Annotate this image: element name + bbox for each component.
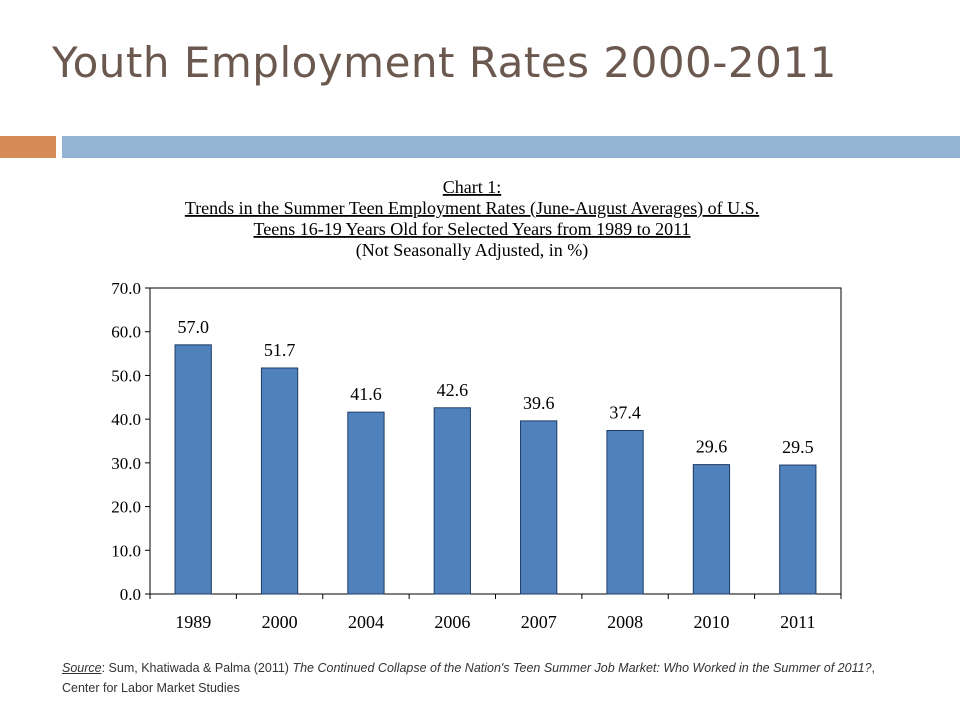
bar-value-label: 51.7: [264, 340, 296, 360]
bar-value-label: 29.5: [782, 437, 814, 457]
bar-2010: [692, 464, 731, 595]
bar-value-label: 37.4: [609, 403, 641, 423]
chart-title-line: (Not Seasonally Adjusted, in %): [356, 240, 588, 261]
source-work-title: The Continued Collapse of the Nation's T…: [292, 661, 872, 675]
chart-title-line: Trends in the Summer Teen Employment Rat…: [185, 198, 759, 219]
bar-2004: [347, 411, 385, 595]
x-tick-label: 2006: [434, 612, 470, 632]
source-authors: : Sum, Khatiwada & Palma (2011): [101, 661, 293, 675]
x-tick-label: 2011: [780, 612, 815, 632]
y-tick-label: 20.0: [111, 498, 141, 517]
y-tick-label: 0.0: [120, 585, 141, 604]
bar-2000: [260, 367, 299, 595]
bar-value-label: 39.6: [523, 393, 555, 413]
chart-title-line: Chart 1:: [443, 177, 502, 197]
title-accent-bar-orange: [0, 136, 56, 158]
slide-title: Youth Employment Rates 2000-2011: [52, 38, 837, 87]
y-tick-label: 10.0: [111, 541, 141, 560]
source-citation: Source: Sum, Khatiwada & Palma (2011) Th…: [62, 658, 902, 698]
x-tick-label: 2008: [607, 612, 643, 632]
bar-2008: [606, 430, 644, 595]
y-tick-label: 60.0: [111, 323, 141, 342]
bar-value-label: 42.6: [437, 380, 469, 400]
plot-area: 0.0 10.0 20.0 30.0 40.0 50.0 60.0 70.0 57.0 1989 5…: [111, 279, 842, 632]
bar-value-label: 41.6: [350, 384, 382, 404]
bar-value-label: 57.0: [177, 317, 209, 337]
y-tick-label: 50.0: [111, 366, 141, 385]
bar-2006: [433, 407, 471, 595]
chart-title-line: Teens 16-19 Years Old for Selected Years…: [253, 219, 690, 239]
source-label: Source: [62, 661, 102, 675]
y-tick-label: 40.0: [111, 410, 141, 429]
chart-title: Chart 1:Trends in the Summer Teen Employ…: [185, 177, 759, 261]
x-tick-label: 2007: [521, 612, 557, 632]
x-tick-label: 2000: [262, 612, 298, 632]
bar-1989: [174, 344, 212, 595]
x-tick-label: 2010: [693, 612, 729, 632]
x-tick-label: 1989: [175, 612, 211, 632]
bar-value-label: 29.6: [696, 437, 728, 457]
bar-2011: [779, 464, 817, 595]
y-tick-label: 30.0: [111, 454, 141, 473]
bar-2007: [520, 420, 558, 595]
title-accent-bar-blue: [62, 136, 960, 158]
y-tick-label: 70.0: [111, 279, 141, 298]
source-publisher: , Center for Labor Market Studies: [62, 661, 876, 695]
x-tick-label: 2004: [348, 612, 384, 632]
plot-frame: [149, 287, 842, 595]
